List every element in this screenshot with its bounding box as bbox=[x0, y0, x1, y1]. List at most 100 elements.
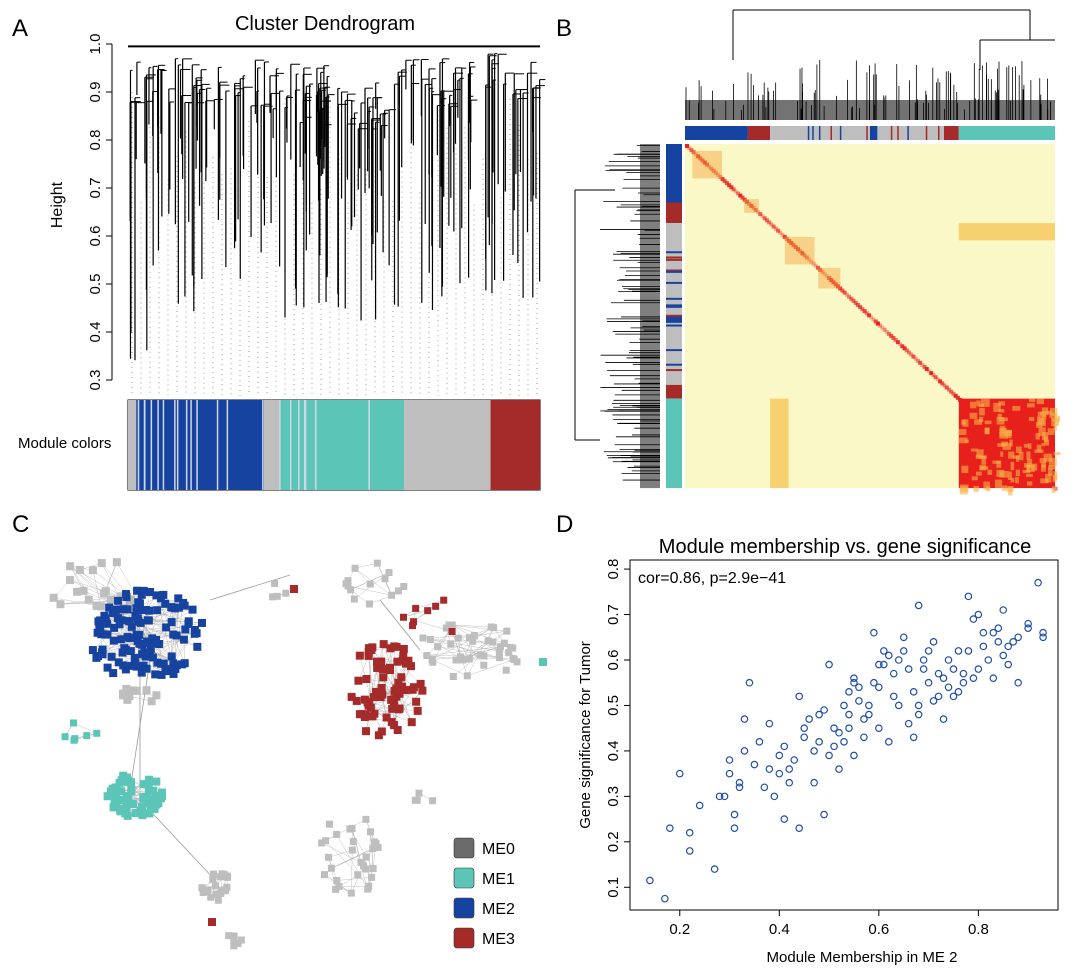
network-node bbox=[180, 659, 189, 668]
network-node bbox=[153, 658, 162, 667]
heatmap-diagonal-cell bbox=[871, 317, 876, 322]
network-edge bbox=[449, 624, 507, 632]
scatter-point bbox=[1004, 642, 1013, 651]
heatmap-left-bar-stripe bbox=[666, 256, 682, 259]
heatmap-texture bbox=[1023, 443, 1029, 448]
heatmap-diagonal-cell bbox=[685, 144, 689, 148]
network-node bbox=[469, 637, 477, 645]
scatter-point bbox=[974, 665, 983, 673]
heatmap-texture bbox=[1015, 469, 1020, 477]
network-node bbox=[392, 642, 401, 651]
network-node bbox=[401, 659, 410, 668]
heatmap-diagonal-cell bbox=[824, 274, 829, 279]
scatter-point bbox=[735, 783, 744, 792]
scatter-point bbox=[875, 683, 883, 692]
heatmap-top-bar-segment bbox=[944, 126, 959, 140]
scatter-point bbox=[884, 651, 893, 660]
network-node bbox=[230, 942, 238, 950]
network-node bbox=[123, 605, 132, 614]
heatmap-top-dendrogram bbox=[685, 9, 1055, 120]
network-node bbox=[119, 771, 128, 780]
module-segment bbox=[136, 400, 264, 490]
scatter-annotation: cor=0.86, p=2.9e−41 bbox=[638, 570, 786, 587]
heatmap-diagonal-cell bbox=[753, 208, 758, 213]
scatter-point bbox=[740, 747, 749, 755]
network-node bbox=[377, 727, 386, 736]
scatter-point bbox=[850, 751, 858, 760]
heatmap-top-bar-stripe bbox=[812, 126, 814, 140]
network-node bbox=[214, 896, 222, 904]
network-node bbox=[193, 642, 202, 651]
heatmap-texture bbox=[959, 486, 968, 495]
module-stripe bbox=[137, 400, 140, 490]
network-node bbox=[145, 809, 154, 818]
heatmap-diagonal-cell bbox=[818, 267, 823, 272]
network-node bbox=[394, 678, 403, 687]
scatter-point bbox=[785, 778, 794, 787]
network-node bbox=[114, 596, 123, 605]
heatmap-diagonal-cell bbox=[691, 150, 696, 155]
module-stripe bbox=[289, 400, 292, 490]
scatter-point bbox=[944, 656, 953, 664]
network-node bbox=[133, 586, 142, 595]
panel-a-letter: A bbox=[12, 15, 28, 42]
network-node bbox=[75, 565, 84, 574]
heatmap-texture bbox=[1025, 473, 1033, 477]
scatter-point bbox=[1014, 678, 1022, 687]
network-edge bbox=[369, 595, 392, 605]
scatter-point bbox=[964, 647, 973, 655]
heatmap-diagonal-cell bbox=[802, 253, 807, 258]
network-node bbox=[225, 932, 233, 940]
network-node bbox=[221, 886, 229, 894]
y-tick-label: 0.6 bbox=[605, 650, 622, 671]
heatmap-left-bar-stripe bbox=[666, 297, 682, 300]
heatmap-left-bar-segment bbox=[666, 202, 682, 224]
network-node bbox=[213, 891, 221, 899]
network-node bbox=[480, 652, 488, 660]
heatmap-left-bar-stripe bbox=[666, 281, 682, 284]
heatmap-texture bbox=[1038, 427, 1046, 437]
y-tick-label: 0.7 bbox=[87, 178, 104, 199]
module-stripe bbox=[190, 400, 192, 490]
scatter-point bbox=[750, 760, 759, 769]
network-node bbox=[161, 599, 170, 608]
scatter-point bbox=[969, 615, 978, 623]
scatter-point bbox=[850, 678, 858, 687]
heatmap-diagonal-cell bbox=[1053, 486, 1058, 491]
network-node bbox=[413, 796, 421, 804]
network-edge bbox=[354, 562, 378, 569]
heatmap-diagonal-cell bbox=[911, 354, 916, 359]
network-node bbox=[362, 853, 370, 861]
scatter-point bbox=[959, 678, 968, 687]
heatmap-diagonal-cell bbox=[751, 205, 756, 210]
module-stripe bbox=[144, 400, 146, 490]
heatmap-diagonal-cell bbox=[764, 218, 769, 223]
heatmap-diagonal-cell bbox=[875, 321, 880, 326]
scatter-point bbox=[745, 678, 754, 687]
network-node bbox=[88, 566, 97, 575]
network-edge bbox=[452, 624, 484, 666]
heatmap-texture bbox=[993, 402, 1001, 412]
heatmap-diagonal-cell bbox=[700, 158, 705, 163]
heatmap-diagonal-cell bbox=[696, 154, 701, 159]
network-node bbox=[351, 564, 359, 572]
heatmap-diagonal-cell bbox=[909, 352, 914, 357]
scatter-point bbox=[785, 765, 794, 773]
network-node bbox=[116, 592, 125, 601]
heatmap-texture bbox=[975, 454, 982, 459]
scatter-point bbox=[790, 756, 799, 764]
network-node bbox=[366, 580, 374, 588]
heatmap-diagonal-cell bbox=[842, 290, 847, 295]
network-node bbox=[146, 644, 155, 653]
heatmap-texture bbox=[981, 456, 987, 465]
module-color-bar bbox=[127, 399, 541, 491]
heatmap-texture bbox=[1042, 414, 1047, 419]
heatmap-texture bbox=[980, 466, 989, 470]
network-node bbox=[212, 882, 220, 890]
heatmap-texture bbox=[1018, 451, 1024, 461]
network-node bbox=[121, 665, 130, 674]
module-stripe bbox=[279, 400, 281, 490]
heatmap-texture bbox=[1009, 439, 1013, 447]
network-node bbox=[180, 601, 189, 610]
heatmap-texture bbox=[1028, 417, 1035, 422]
